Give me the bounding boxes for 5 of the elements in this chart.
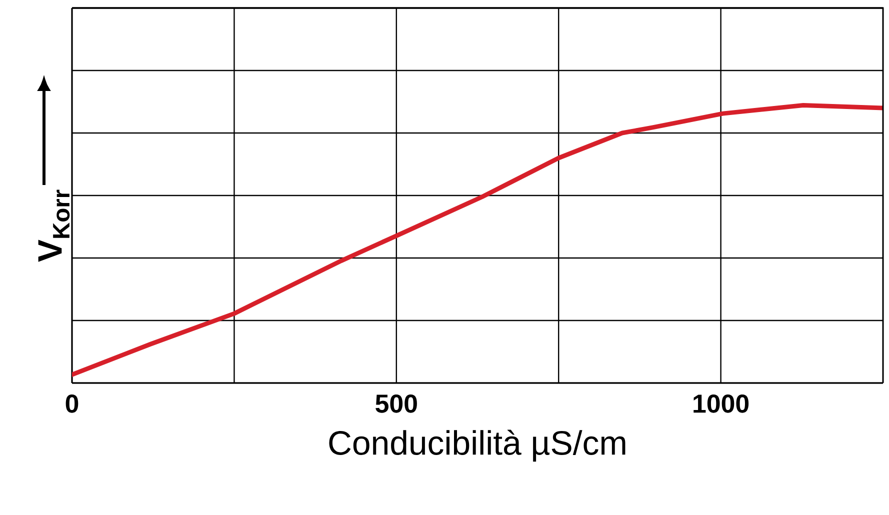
- x-tick-label: 0: [66, 394, 78, 413]
- x-tick-label: 1000: [694, 394, 749, 413]
- x-tick-label: 500: [376, 394, 417, 413]
- y-axis-title: V$_{Korr}$: [38, 190, 70, 262]
- x-axis-title: Conducibilità µS/cm: [329, 430, 626, 462]
